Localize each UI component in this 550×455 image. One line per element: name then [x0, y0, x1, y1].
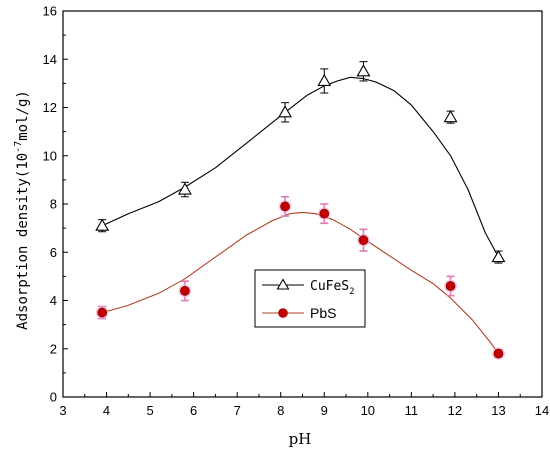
plot-frame [62, 10, 543, 398]
legend-marker-pbs [278, 308, 288, 318]
y-tick-label: 14 [43, 52, 57, 67]
y-tick-label: 6 [50, 245, 57, 260]
data-point [177, 182, 192, 195]
data-point [491, 249, 506, 263]
x-tick-label: 11 [405, 403, 419, 418]
legend-label-pbs: PbS [310, 305, 336, 321]
y-axis-title-exponent: -7 [13, 141, 24, 153]
data-point [445, 281, 456, 291]
data-point [356, 64, 371, 77]
x-axis-ticks: 3 4 5 6 7 8 9 10 11 12 13 14 [59, 392, 549, 418]
x-tick-label: 6 [190, 403, 197, 418]
x-tick-label: 3 [59, 403, 66, 418]
x-axis-title: pH [289, 430, 312, 448]
y-tick-label: 4 [50, 293, 57, 308]
x-tick-label: 8 [277, 403, 284, 418]
series-cufes [95, 61, 506, 264]
y-tick-label: 16 [43, 4, 57, 19]
fit-curve-cufes [101, 76, 499, 258]
y-tick-label: 10 [43, 148, 57, 163]
x-tick-label: 12 [448, 403, 462, 418]
x-tick-label: 4 [103, 403, 110, 418]
data-point [180, 285, 190, 296]
x-tick-label: 9 [321, 403, 328, 418]
data-point [95, 218, 110, 231]
series-pbs [95, 195, 505, 361]
data-point [319, 208, 330, 219]
y-tick-label: 8 [50, 197, 57, 212]
y-tick-label: 12 [43, 100, 57, 115]
x-tick-label: 7 [234, 403, 241, 418]
legend-label-cufes2-main: CuFeS [310, 279, 349, 294]
legend-marker-cufes2 [276, 278, 290, 290]
y-axis-ticks: 0 2 4 6 8 10 12 14 16 [43, 4, 68, 405]
series-layer [95, 61, 506, 361]
data-point [493, 348, 504, 359]
data-point [443, 110, 458, 123]
y-tick-label: 2 [50, 341, 57, 356]
x-tick-label: 5 [146, 403, 153, 418]
data-point [317, 73, 332, 87]
legend-label-cufes2-sub: 2 [349, 287, 354, 297]
x-tick-label: 13 [491, 403, 505, 418]
legend: CuFeS2 PbS [254, 269, 366, 328]
y-axis-title-main: Adsorption density(10 [15, 153, 31, 330]
data-point [280, 201, 290, 212]
y-axis-title: Adsorption density(10-7mol/g) [13, 90, 31, 330]
plot-area [62, 10, 543, 398]
data-point [358, 235, 369, 246]
data-point [97, 307, 108, 318]
y-tick-label: 0 [50, 390, 57, 405]
legend-box [254, 269, 366, 328]
y-axis-title-unit: mol/g) [15, 90, 31, 141]
legend-label-cufes2: CuFeS2 [310, 279, 355, 297]
x-tick-label: 10 [361, 403, 375, 418]
data-point [278, 105, 293, 118]
x-tick-label: 14 [535, 403, 549, 418]
